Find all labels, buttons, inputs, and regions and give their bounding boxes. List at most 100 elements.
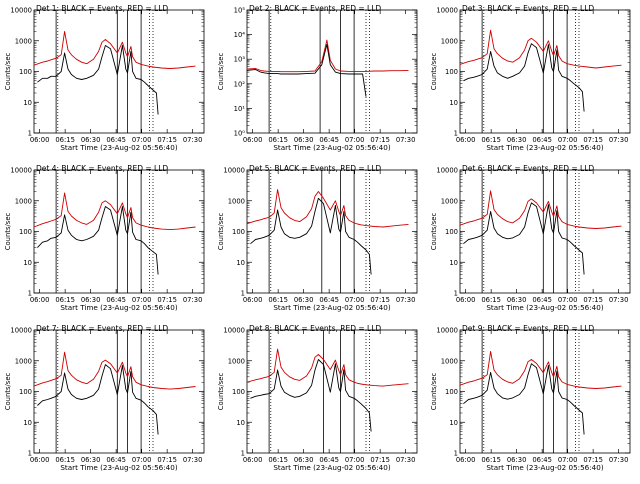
x-tick-label: 06:30 (294, 296, 314, 304)
y-tick-label: 10 (449, 259, 458, 267)
y-tick-label: 10² (234, 80, 246, 88)
plot-frame (246, 9, 418, 134)
y-tick-label: 1000 (228, 197, 245, 205)
y-axis-title: Counts/sec (217, 373, 225, 411)
chart-panel: Det 9: BLACK = Events, RED = LLD 1 10 100 10… (430, 324, 631, 472)
y-tick-label: 1 (454, 450, 458, 458)
x-axis-title: Start Time (23-Aug-02 05:56:40) (273, 143, 390, 152)
y-tick-label: 1 (241, 450, 245, 458)
x-tick-label: 07:15 (370, 296, 390, 304)
plot-frame (33, 9, 205, 134)
y-tick-label: 1000 (441, 357, 458, 365)
x-tick-label: 06:00 (456, 136, 476, 144)
x-axis-title: Start Time (23-Aug-02 05:56:40) (273, 463, 390, 472)
y-tick-label: 10 (236, 419, 245, 427)
y-tick-label: 1 (28, 290, 32, 298)
x-tick-label: 07:30 (183, 296, 203, 304)
x-tick-label: 06:30 (81, 296, 101, 304)
y-axis-title: Counts/sec (430, 53, 438, 91)
x-tick-label: 07:15 (157, 136, 177, 144)
y-tick-label: 10 (449, 99, 458, 107)
x-tick-label: 07:00 (132, 136, 152, 144)
x-tick-label: 06:15 (268, 136, 288, 144)
y-tick-label: 1000 (15, 37, 32, 45)
y-tick-label: 1000 (228, 357, 245, 365)
chart-title: Det 5: BLACK = Events, RED = LLD (249, 164, 381, 173)
chart-panel: Det 5: BLACK = Events, RED = LLD 1 10 100 10… (217, 164, 418, 312)
x-tick-label: 07:30 (609, 456, 629, 464)
x-tick-label: 06:30 (81, 136, 101, 144)
x-tick-label: 07:15 (157, 296, 177, 304)
x-tick-label: 06:45 (319, 136, 339, 144)
series-lld-line (33, 31, 196, 69)
x-tick-label: 07:30 (396, 456, 416, 464)
x-tick-label: 06:30 (81, 456, 101, 464)
series-lld-line (33, 351, 196, 390)
y-tick-label: 10000 (10, 327, 32, 335)
series-lld-line (459, 351, 622, 389)
y-tick-label: 100 (445, 228, 458, 236)
chart-title: Det 7: BLACK = Events, RED = LLD (36, 324, 168, 333)
chart-title: Det 1: BLACK = Events, RED = LLD (36, 4, 168, 13)
x-tick-label: 07:15 (370, 136, 390, 144)
y-axis-title: Counts/sec (4, 53, 12, 91)
x-tick-label: 06:30 (507, 456, 527, 464)
x-tick-label: 06:45 (106, 456, 126, 464)
x-tick-label: 06:00 (243, 456, 263, 464)
y-tick-label: 10000 (223, 167, 245, 175)
series-lld-line (246, 39, 409, 73)
y-tick-label: 100 (19, 388, 32, 396)
x-tick-label: 07:15 (583, 296, 603, 304)
y-tick-label: 100 (19, 228, 32, 236)
x-tick-label: 07:00 (345, 296, 365, 304)
x-tick-label: 06:45 (319, 456, 339, 464)
y-tick-label: 10 (236, 259, 245, 267)
x-tick-label: 07:30 (609, 296, 629, 304)
x-tick-label: 07:30 (396, 296, 416, 304)
chart-panel: Det 7: BLACK = Events, RED = LLD 1 10 100 10… (4, 324, 205, 472)
y-tick-label: 10000 (436, 7, 458, 15)
x-tick-label: 07:00 (132, 296, 152, 304)
x-tick-label: 06:15 (268, 456, 288, 464)
chart-title: Det 6: BLACK = Events, RED = LLD (462, 164, 594, 173)
x-tick-label: 06:00 (243, 296, 263, 304)
y-tick-label: 1 (28, 130, 32, 138)
x-tick-label: 06:30 (294, 136, 314, 144)
y-tick-label: 1 (28, 450, 32, 458)
series-events-line (250, 197, 372, 275)
chart-panel: Det 8: BLACK = Events, RED = LLD 1 10 100 10… (217, 324, 418, 472)
x-tick-label: 06:45 (532, 456, 552, 464)
x-tick-label: 07:00 (558, 296, 578, 304)
x-tick-label: 07:15 (583, 456, 603, 464)
x-tick-label: 07:30 (183, 456, 203, 464)
y-tick-label: 1 (241, 290, 245, 298)
series-lld-line (246, 189, 409, 228)
x-tick-label: 07:00 (558, 136, 578, 144)
y-tick-label: 10 (23, 419, 32, 427)
y-tick-label: 1000 (441, 197, 458, 205)
x-tick-label: 07:15 (370, 456, 390, 464)
x-tick-label: 07:15 (583, 136, 603, 144)
x-tick-label: 06:00 (243, 136, 263, 144)
x-tick-label: 07:30 (609, 136, 629, 144)
series-lld-line (459, 190, 622, 229)
series-events-line (246, 43, 367, 97)
x-tick-label: 06:45 (532, 136, 552, 144)
plot-frame (246, 329, 418, 454)
x-tick-label: 06:15 (481, 456, 501, 464)
x-tick-label: 06:15 (481, 136, 501, 144)
x-tick-label: 06:30 (507, 136, 527, 144)
y-tick-label: 1000 (441, 37, 458, 45)
x-tick-label: 06:15 (268, 296, 288, 304)
x-tick-label: 06:15 (481, 296, 501, 304)
y-tick-label: 1 (454, 130, 458, 138)
series-events-line (37, 364, 159, 435)
y-tick-label: 10000 (436, 167, 458, 175)
x-tick-label: 06:45 (319, 296, 339, 304)
series-lld-line (246, 348, 409, 387)
chart-title: Det 2: BLACK = Events, RED = LLD (249, 4, 381, 13)
y-tick-label: 10 (449, 419, 458, 427)
chart-title: Det 8: BLACK = Events, RED = LLD (249, 324, 381, 333)
y-tick-label: 10 (23, 99, 32, 107)
